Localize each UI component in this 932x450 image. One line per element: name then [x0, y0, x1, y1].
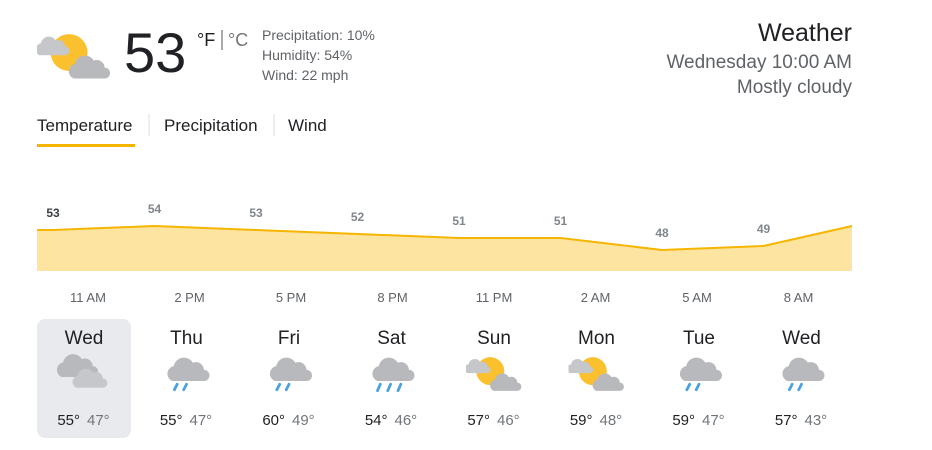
unit-c[interactable]: °C [228, 30, 248, 50]
value-label: 54 [148, 202, 162, 216]
title: Weather [758, 19, 852, 47]
day-high: 54° [365, 412, 388, 429]
time-label: 2 AM [581, 290, 611, 305]
day-icon [680, 358, 722, 390]
humidity: Humidity: 54% [262, 47, 352, 63]
day-high: 59° [672, 412, 695, 429]
day-high: 59° [570, 412, 593, 429]
day-low: 47° [190, 412, 213, 429]
day-icon [465, 357, 522, 391]
time-label: 2 PM [174, 290, 204, 305]
day-high: 55° [57, 412, 80, 429]
day-name[interactable]: Fri [278, 328, 300, 349]
day-name[interactable]: Mon [578, 328, 615, 349]
day-high: 60° [262, 412, 285, 429]
temperature-line [37, 224, 853, 252]
condition: Mostly cloudy [737, 77, 853, 98]
tab[interactable]: Temperature [37, 116, 132, 135]
time-label: 11 PM [476, 290, 513, 305]
unit-f[interactable]: °F [197, 30, 215, 50]
time-label: 8 AM [784, 290, 814, 305]
day-low: 47° [702, 412, 725, 429]
value-label: 51 [554, 214, 568, 228]
day-low: 46° [497, 412, 520, 429]
time-label: 11 AM [70, 290, 106, 305]
value-label: 49 [757, 222, 771, 236]
day-low: 48° [600, 412, 623, 429]
wind: Wind: 22 mph [262, 67, 348, 83]
day-low: 43° [805, 412, 828, 429]
tab[interactable]: Wind [288, 116, 327, 135]
day-high: 57° [775, 412, 798, 429]
time-label: 5 PM [276, 290, 306, 305]
day-icon [567, 357, 624, 391]
day-name[interactable]: Wed [782, 328, 821, 349]
day-low: 49° [292, 412, 315, 429]
day-name[interactable]: Sun [477, 328, 511, 349]
day-low: 46° [395, 412, 418, 429]
current-icon [36, 34, 110, 78]
day-low: 47° [87, 412, 110, 429]
time-label: 8 PM [377, 290, 407, 305]
time: Wednesday 10:00 AM [666, 52, 852, 73]
value-label: 53 [46, 206, 60, 220]
day-name[interactable]: Sat [377, 328, 406, 349]
day-icon [372, 358, 414, 391]
time-label: 5 AM [682, 290, 712, 305]
day-name[interactable]: Tue [683, 328, 715, 349]
day-high: 57° [467, 412, 490, 429]
value-label: 48 [655, 226, 669, 240]
day-icon [167, 358, 209, 390]
tab-underline [37, 144, 135, 147]
current-temp: 53 [124, 21, 186, 84]
value-label: 51 [452, 214, 466, 228]
day-icon [782, 358, 824, 390]
value-label: 53 [249, 206, 263, 220]
day-name[interactable]: Wed [65, 328, 104, 349]
day-high: 55° [160, 412, 183, 429]
temperature-area [37, 226, 852, 271]
tab[interactable]: Precipitation [164, 116, 258, 135]
day-icon [270, 358, 312, 390]
value-label: 52 [351, 210, 365, 224]
day-name[interactable]: Thu [170, 328, 203, 349]
precipitation: Precipitation: 10% [262, 27, 375, 43]
